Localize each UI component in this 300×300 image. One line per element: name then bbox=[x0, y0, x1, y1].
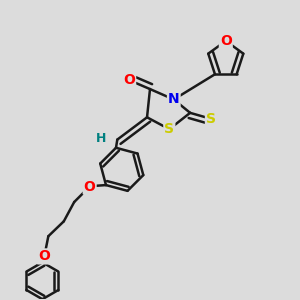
Text: O: O bbox=[38, 249, 50, 263]
Text: H: H bbox=[96, 132, 106, 145]
Text: S: S bbox=[206, 112, 216, 126]
Text: N: N bbox=[168, 92, 180, 106]
Text: S: S bbox=[164, 122, 174, 136]
Text: O: O bbox=[84, 180, 96, 194]
Text: O: O bbox=[123, 73, 135, 87]
Text: O: O bbox=[220, 34, 232, 48]
